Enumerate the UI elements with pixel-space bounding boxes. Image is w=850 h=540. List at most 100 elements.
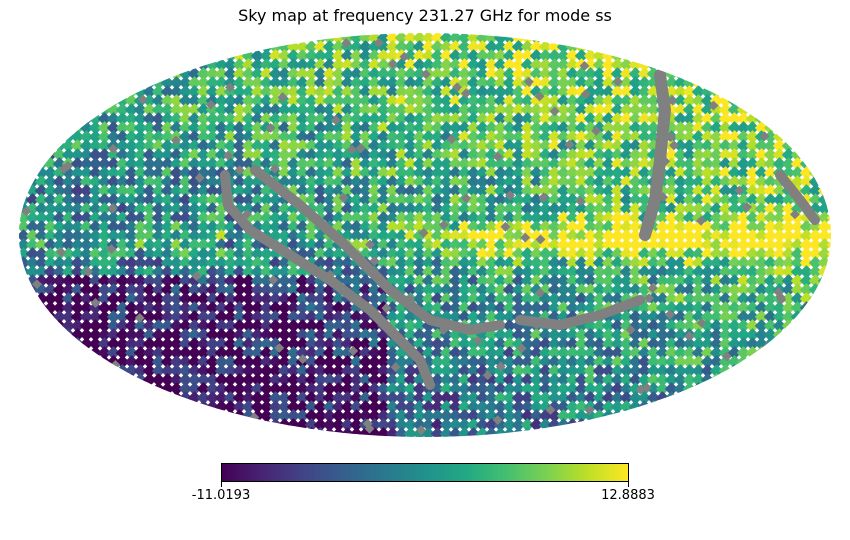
map-pixel — [700, 148, 715, 162]
map-pixel — [214, 211, 229, 225]
map-pixel — [826, 265, 831, 279]
map-pixel — [133, 229, 148, 243]
map-pixel — [385, 193, 400, 207]
map-pixel — [592, 148, 607, 162]
map-pixel — [502, 157, 517, 171]
map-pixel — [367, 202, 382, 216]
map-pixel — [205, 130, 220, 144]
map-pixel — [736, 355, 751, 369]
map-pixel — [529, 148, 544, 162]
map-pixel — [619, 418, 634, 432]
map-pixel — [493, 130, 508, 144]
map-pixel — [610, 229, 625, 243]
map-pixel — [520, 184, 535, 198]
map-pixel — [700, 373, 715, 387]
map-pixel — [19, 229, 31, 243]
map-pixel — [664, 166, 679, 180]
map-pixel — [358, 157, 373, 171]
map-pixel — [628, 157, 643, 171]
map-pixel — [421, 157, 436, 171]
map-pixel — [520, 157, 535, 171]
map-pixel — [709, 373, 724, 387]
map-pixel — [394, 166, 409, 180]
map-pixel — [115, 112, 130, 126]
map-pixel — [106, 193, 121, 207]
map-pixel — [376, 130, 391, 144]
map-pixel — [673, 220, 688, 234]
map-pixel — [592, 418, 607, 432]
map-pixel — [160, 211, 175, 225]
map-pixel — [187, 238, 202, 252]
map-pixel — [412, 211, 427, 225]
map-pixel — [610, 238, 625, 252]
map-pixel — [286, 139, 301, 153]
map-pixel — [448, 238, 463, 252]
map-pixel — [817, 265, 831, 279]
map-pixel — [151, 184, 166, 198]
map-pixel — [142, 229, 157, 243]
map-pixel — [151, 391, 166, 405]
map-pixel — [187, 229, 202, 243]
map-pixel — [655, 211, 670, 225]
map-pixel — [664, 202, 679, 216]
map-pixel — [97, 139, 112, 153]
map-pixel — [619, 130, 634, 144]
map-pixel — [43, 175, 58, 189]
map-pixel — [133, 238, 148, 252]
map-pixel — [88, 355, 103, 369]
map-pixel — [538, 130, 553, 144]
map-pixel — [718, 157, 733, 171]
map-pixel — [70, 148, 85, 162]
map-pixel — [403, 238, 418, 252]
map-pixel — [619, 229, 634, 243]
map-pixel — [493, 166, 508, 180]
map-pixel — [178, 247, 193, 261]
map-pixel — [529, 139, 544, 153]
map-pixel — [331, 139, 346, 153]
map-pixel — [232, 148, 247, 162]
map-pixel — [691, 157, 706, 171]
colorbar — [221, 463, 629, 482]
map-pixel — [754, 346, 769, 360]
map-pixel — [25, 211, 40, 225]
map-pixel — [736, 139, 751, 153]
map-pixel — [529, 175, 544, 189]
map-pixel — [700, 382, 715, 396]
map-pixel — [403, 202, 418, 216]
map-pixel — [268, 202, 283, 216]
map-pixel — [637, 400, 652, 414]
map-pixel — [655, 220, 670, 234]
colorbar-min-tick — [221, 482, 222, 487]
map-pixel — [511, 148, 526, 162]
map-pixel — [664, 400, 679, 414]
map-pixel — [421, 238, 436, 252]
map-pixel — [394, 247, 409, 261]
map-pixel — [394, 184, 409, 198]
map-pixel — [799, 238, 814, 252]
map-pixel — [448, 202, 463, 216]
map-pixel — [304, 130, 319, 144]
map-pixel — [142, 193, 157, 207]
map-pixel — [754, 175, 769, 189]
map-pixel — [709, 148, 724, 162]
map-pixel — [457, 211, 472, 225]
map-pixel — [79, 355, 94, 369]
map-pixel — [169, 193, 184, 207]
map-pixel — [619, 193, 634, 207]
map-pixel — [115, 166, 130, 180]
map-pixel — [610, 193, 625, 207]
map-pixel — [718, 193, 733, 207]
map-pixel — [772, 211, 787, 225]
map-pixel — [655, 229, 670, 243]
map-pixel — [790, 157, 805, 171]
map-pixel — [367, 175, 382, 189]
map-pixel — [628, 238, 643, 252]
map-pixel — [394, 211, 409, 225]
map-pixel — [448, 157, 463, 171]
map-pixel — [169, 247, 184, 261]
map-pixel — [836, 265, 849, 278]
map-pixel — [268, 220, 283, 234]
map-pixel — [160, 148, 175, 162]
map-pixel — [205, 148, 220, 162]
map-pixel — [466, 238, 481, 252]
